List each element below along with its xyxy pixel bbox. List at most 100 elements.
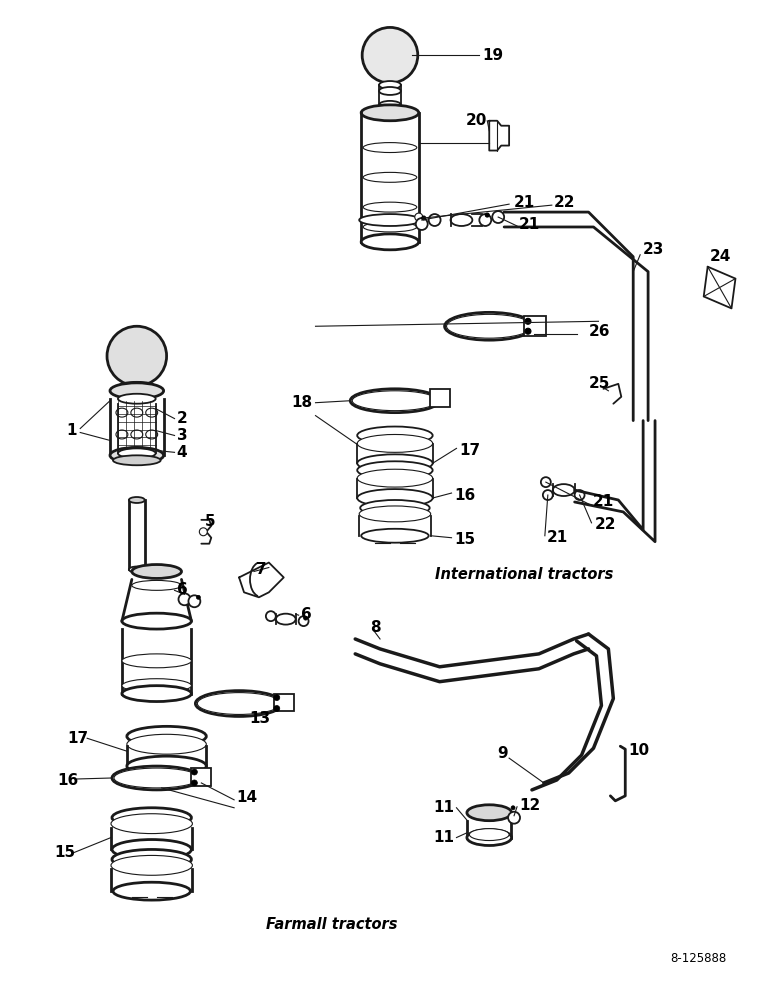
Text: 11: 11	[434, 800, 455, 815]
Text: .: .	[423, 213, 425, 222]
Ellipse shape	[129, 497, 144, 503]
Text: 17: 17	[459, 443, 481, 458]
Text: Farmall tractors: Farmall tractors	[266, 917, 398, 932]
Text: 10: 10	[628, 743, 649, 758]
Ellipse shape	[363, 202, 417, 212]
Circle shape	[574, 490, 584, 500]
Circle shape	[415, 213, 423, 221]
Text: 19: 19	[482, 48, 503, 63]
Circle shape	[362, 27, 418, 83]
Ellipse shape	[361, 105, 418, 121]
Circle shape	[274, 695, 279, 701]
Ellipse shape	[110, 447, 164, 463]
Ellipse shape	[379, 81, 401, 89]
Circle shape	[303, 616, 307, 620]
Bar	[524, 316, 546, 336]
Ellipse shape	[118, 448, 156, 458]
Ellipse shape	[132, 580, 181, 590]
Ellipse shape	[132, 565, 181, 578]
Ellipse shape	[445, 312, 534, 340]
Ellipse shape	[361, 529, 428, 543]
Ellipse shape	[119, 382, 154, 390]
Circle shape	[493, 211, 504, 223]
Ellipse shape	[350, 389, 439, 413]
Circle shape	[299, 616, 309, 626]
Text: 15: 15	[455, 532, 476, 547]
Ellipse shape	[122, 686, 191, 702]
Circle shape	[543, 490, 553, 500]
Circle shape	[416, 218, 428, 230]
Ellipse shape	[357, 461, 432, 479]
Text: 17: 17	[67, 731, 89, 746]
Ellipse shape	[379, 101, 401, 109]
Text: 16: 16	[57, 773, 79, 788]
Text: International tractors: International tractors	[435, 567, 613, 582]
Text: 15: 15	[54, 845, 76, 860]
Circle shape	[525, 318, 531, 324]
Ellipse shape	[112, 808, 191, 828]
Ellipse shape	[363, 172, 417, 182]
Ellipse shape	[469, 829, 509, 841]
Ellipse shape	[553, 484, 574, 496]
Ellipse shape	[112, 840, 191, 859]
Circle shape	[511, 806, 515, 810]
Ellipse shape	[357, 469, 432, 487]
Text: 4: 4	[177, 445, 187, 460]
Text: 21: 21	[514, 195, 535, 210]
Text: 5: 5	[205, 514, 216, 529]
Ellipse shape	[379, 87, 401, 95]
Ellipse shape	[122, 679, 191, 693]
Text: 18: 18	[291, 395, 313, 410]
Ellipse shape	[118, 394, 156, 404]
Ellipse shape	[111, 855, 192, 875]
Circle shape	[191, 769, 198, 775]
Text: 21: 21	[519, 217, 540, 232]
Text: 12: 12	[519, 798, 540, 813]
Ellipse shape	[467, 830, 512, 845]
Text: 9: 9	[497, 746, 508, 761]
Ellipse shape	[276, 614, 296, 625]
Ellipse shape	[112, 766, 201, 790]
Ellipse shape	[357, 434, 432, 452]
Bar	[430, 389, 449, 407]
Ellipse shape	[446, 314, 532, 338]
Ellipse shape	[122, 654, 191, 668]
Circle shape	[274, 706, 279, 711]
Text: 3: 3	[177, 428, 187, 443]
Circle shape	[178, 593, 191, 605]
Ellipse shape	[357, 454, 432, 472]
Ellipse shape	[113, 455, 161, 465]
Ellipse shape	[129, 567, 144, 572]
Text: 11: 11	[434, 830, 455, 845]
Text: 24: 24	[709, 249, 731, 264]
Ellipse shape	[363, 222, 417, 232]
Circle shape	[196, 595, 201, 599]
Text: 1: 1	[66, 423, 77, 438]
Ellipse shape	[112, 849, 191, 869]
Ellipse shape	[146, 408, 157, 417]
Ellipse shape	[198, 693, 281, 714]
Circle shape	[541, 477, 550, 487]
Ellipse shape	[114, 768, 199, 788]
Text: 14: 14	[236, 790, 257, 805]
Circle shape	[107, 326, 167, 386]
Ellipse shape	[451, 214, 472, 226]
Ellipse shape	[467, 805, 512, 821]
Ellipse shape	[359, 214, 421, 226]
Ellipse shape	[127, 726, 206, 746]
Ellipse shape	[111, 814, 192, 834]
Ellipse shape	[127, 734, 206, 754]
Text: 25: 25	[588, 376, 610, 391]
Circle shape	[422, 216, 425, 220]
Ellipse shape	[361, 234, 418, 250]
Circle shape	[199, 528, 208, 536]
Text: 21: 21	[547, 530, 568, 545]
Circle shape	[508, 812, 520, 824]
Text: 6: 6	[300, 607, 311, 622]
Ellipse shape	[195, 691, 283, 716]
Bar	[274, 694, 293, 711]
Circle shape	[188, 595, 201, 607]
Text: 8: 8	[370, 620, 381, 635]
Ellipse shape	[130, 430, 143, 439]
Text: 8-125888: 8-125888	[670, 952, 726, 965]
